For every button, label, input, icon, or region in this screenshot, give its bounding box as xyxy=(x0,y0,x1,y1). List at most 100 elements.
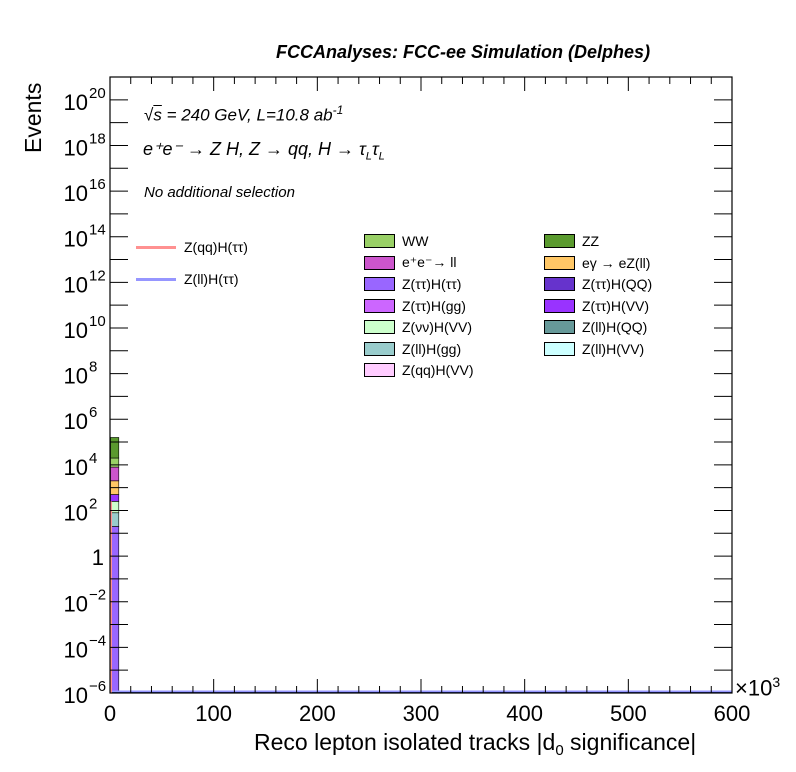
y-tick-label: 10 xyxy=(64,592,88,617)
legend-entry-signal: Z(qq)H(ττ) xyxy=(136,238,248,256)
y-tick-label-exp: −2 xyxy=(89,587,106,604)
legend-label: Z(ll)H(VV) xyxy=(582,340,645,357)
y-tick-label-exp: 2 xyxy=(89,495,97,512)
energy-lumi-text: = 240 GeV, L=10.8 ab xyxy=(161,105,333,125)
x-tick-label: 500 xyxy=(610,701,647,726)
plot-frame xyxy=(109,76,733,694)
legend-label: Z(ll)H(QQ) xyxy=(582,319,648,335)
plot-banner: FCCAnalyses: FCC-ee Simulation (Delphes) xyxy=(276,42,651,62)
y-tick-label: 10 xyxy=(64,500,88,525)
legend-entry-background: Z(ll)H(VV) xyxy=(544,340,644,358)
legend-entry-background: Z(ττ)H(QQ) xyxy=(544,275,652,293)
y-tick-label-exp: 20 xyxy=(89,85,106,102)
legend-color-swatch xyxy=(364,298,395,313)
y-axis-label: Events xyxy=(20,82,46,153)
x-tick-label: 0 xyxy=(104,701,116,726)
x-axis-multiplier: ×103 xyxy=(735,674,780,701)
y-tick-label: 10 xyxy=(64,364,88,389)
legend-label: Z(νν)H(VV) xyxy=(402,319,472,335)
stack-segment-6 xyxy=(110,457,120,468)
y-tick-label: 1 xyxy=(92,545,104,570)
legend-label: Z(ττ)H(QQ) xyxy=(582,276,653,292)
legend-label: Z(ττ)H(VV) xyxy=(582,297,650,314)
legend-color-swatch xyxy=(544,298,575,313)
legend-entry-background: e⁺e⁻→ ll xyxy=(364,254,456,272)
y-tick-label-exp: 16 xyxy=(89,176,106,193)
y-tick-label: 10 xyxy=(64,272,88,297)
sqrt-s: s xyxy=(153,105,162,125)
legend-label: WW xyxy=(402,233,429,249)
signal-histograms xyxy=(110,501,732,693)
axis-ticks xyxy=(109,76,733,694)
stack-segment-5 xyxy=(110,466,120,482)
legend-entry-background: Z(ll)H(gg) xyxy=(364,340,461,358)
y-tick-label: 10 xyxy=(64,90,88,115)
x-axis-label-main: Reco lepton isolated tracks |d xyxy=(254,729,556,755)
x-tick-label: 200 xyxy=(299,701,336,726)
legend-color-swatch xyxy=(364,255,395,270)
y-tick-label: 10 xyxy=(64,409,88,434)
legend-label: ZZ xyxy=(582,233,600,249)
legend-color-swatch xyxy=(544,277,575,291)
legend-entry-background: WW xyxy=(364,232,428,250)
process-annotation: e⁺e⁻ → Z H, Z → qq, H → τLτL xyxy=(143,139,385,163)
legend-color-swatch xyxy=(544,320,575,334)
legend-entry-signal: Z(ll)H(ττ) xyxy=(136,270,239,288)
x-axis-label-tail: significance| xyxy=(563,729,697,755)
y-tick-label: 10 xyxy=(64,455,88,480)
y-tick-label: 10 xyxy=(64,181,88,206)
legend-color-swatch xyxy=(544,341,575,356)
legend-label: Z(qq)H(VV) xyxy=(402,362,474,378)
legend-label: e⁺e⁻→ ll xyxy=(402,254,457,270)
legend-label: Z(qq)H(ττ) xyxy=(184,239,248,255)
y-tick-label-exp: −6 xyxy=(89,678,106,695)
legend-line-swatch xyxy=(136,245,176,249)
x-axis-label: Reco lepton isolated tracks |d0 signific… xyxy=(254,729,696,759)
x-tick-label: 100 xyxy=(195,701,232,726)
legend-label: Z(ττ)H(gg) xyxy=(402,297,466,314)
y-tick-label: 10 xyxy=(64,135,88,160)
legend-entry-background: Z(ll)H(QQ) xyxy=(544,318,647,336)
legend-entry-background: Z(qq)H(VV) xyxy=(364,361,474,379)
x-tick-label: 300 xyxy=(403,701,440,726)
x-axis-multiplier-base: ×10 xyxy=(735,675,773,701)
legend-color-swatch xyxy=(364,234,395,248)
x-tick-label: 400 xyxy=(506,701,543,726)
y-tick-label-exp: 8 xyxy=(89,359,97,376)
y-tick-label: 10 xyxy=(64,227,88,252)
y-tick-label-exp: 10 xyxy=(89,313,106,330)
selection-annotation: No additional selection xyxy=(144,184,295,201)
legend-color-swatch xyxy=(364,320,395,334)
lumi-exponent: -1 xyxy=(332,103,344,117)
stacked-histogram xyxy=(110,437,120,694)
energy-lumi-annotation: √s = 240 GeV, L=10.8 ab-1 xyxy=(144,103,343,126)
tau1-sub: L xyxy=(365,150,372,163)
stack-segment-7 xyxy=(110,437,120,459)
y-tick-label-exp: 4 xyxy=(89,450,97,467)
legend-color-swatch xyxy=(544,234,575,248)
y-tick-label-exp: 14 xyxy=(89,222,106,239)
legend-entry-background: eγ → eZ(ll) xyxy=(544,254,650,272)
legend-color-swatch xyxy=(544,255,575,270)
x-axis-multiplier-exp: 3 xyxy=(772,674,781,690)
legend-entry-background: ZZ xyxy=(544,232,599,250)
process-text: e⁺e⁻ → Z H, Z → qq, H → τ xyxy=(143,139,366,159)
legend-color-swatch xyxy=(364,341,395,356)
tau2: τ xyxy=(371,139,379,159)
legend-entry-background: Z(ττ)H(gg) xyxy=(364,297,466,315)
stack-segment-3 xyxy=(110,494,120,502)
tau2-sub: L xyxy=(378,150,385,163)
legend-entry-background: Z(ττ)H(ττ) xyxy=(364,275,461,293)
y-tick-label-exp: 18 xyxy=(89,130,106,147)
y-tick-label: 10 xyxy=(64,637,88,662)
y-tick-label-exp: −4 xyxy=(89,632,106,649)
y-tick-label-exp: 6 xyxy=(89,404,97,421)
y-tick-label: 10 xyxy=(64,683,88,708)
legend-label: eγ → eZ(ll) xyxy=(582,254,651,271)
x-axis-label-sub: 0 xyxy=(555,742,564,759)
legend-line-swatch xyxy=(136,277,176,281)
y-tick-label-exp: 12 xyxy=(89,267,106,284)
sqrt-symbol: √ xyxy=(144,105,154,125)
